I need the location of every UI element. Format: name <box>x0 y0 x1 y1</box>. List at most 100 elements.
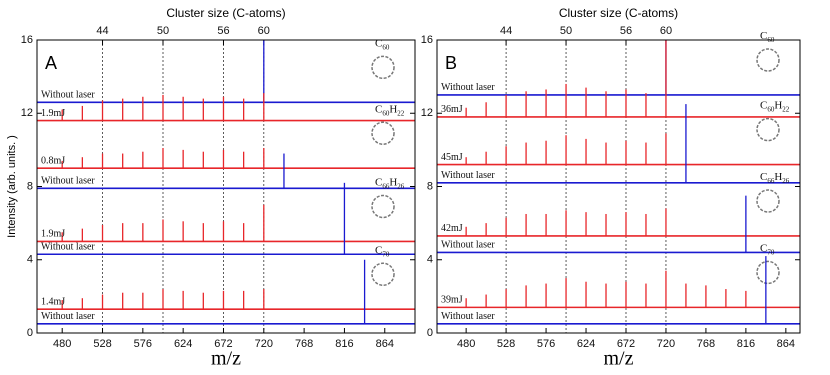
trace <box>37 182 415 256</box>
formula-sub: 70 <box>767 248 775 256</box>
trace <box>37 93 415 122</box>
plot-frame <box>436 39 801 334</box>
top-axis-title: Cluster size (C-atoms) <box>166 6 285 20</box>
top-tick-label: 60 <box>660 25 672 37</box>
trace-label: 42mJ <box>441 223 463 234</box>
formula-sub: 22 <box>782 105 790 113</box>
x-tick-label: 480 <box>53 338 71 350</box>
x-tick-label: 864 <box>777 338 795 350</box>
trace-label: Without laser <box>441 240 495 251</box>
trace-label: 39mJ <box>441 295 463 306</box>
top-tick-label: 44 <box>96 25 108 37</box>
formula-atom: H <box>389 176 397 188</box>
formula-atom: C <box>375 244 382 256</box>
y-tick-label: 12 <box>21 107 33 119</box>
trace-label: Without laser <box>441 170 495 181</box>
x-axis-label: m/z <box>211 348 241 370</box>
formula-sub: 60 <box>382 43 390 51</box>
molecule-icon <box>371 262 395 287</box>
panel-letter: B <box>445 53 457 73</box>
trace <box>437 195 800 254</box>
formula: C70 <box>375 244 390 258</box>
x-tick-label: 624 <box>577 338 595 350</box>
trace-label: 1.9mJ <box>41 108 65 119</box>
top-tick-label: 44 <box>500 25 512 37</box>
formula: C66H26 <box>375 176 405 190</box>
x-tick-label: 864 <box>376 338 394 350</box>
formula-atom: C <box>760 30 767 42</box>
x-tick-label: 624 <box>174 338 192 350</box>
x-tick-label: 528 <box>93 338 111 350</box>
x-tick-label: 816 <box>737 338 755 350</box>
y-tick-label: 16 <box>21 34 33 46</box>
formula: C60 <box>375 37 390 51</box>
trace-label: Without laser <box>41 90 95 101</box>
formula-sub: 26 <box>397 182 405 190</box>
formula: C70 <box>760 242 775 256</box>
x-axis-label: m/z <box>604 348 634 370</box>
y-tick-label: 0 <box>427 327 433 339</box>
molecule-icon <box>756 260 780 285</box>
trace-label: Without laser <box>41 311 95 322</box>
formula-atom: C <box>760 99 767 111</box>
trace <box>37 289 415 310</box>
formula-sub: 26 <box>782 177 790 185</box>
trace-label: 0.8mJ <box>41 155 65 166</box>
y-tick-label: 8 <box>27 180 33 192</box>
x-tick-label: 816 <box>335 338 353 350</box>
trace <box>37 148 415 169</box>
top-tick-label: 56 <box>620 25 632 37</box>
formula-atom: C <box>375 103 382 115</box>
formula: C60 <box>760 30 775 44</box>
trace <box>437 270 800 309</box>
x-tick-label: 480 <box>457 338 475 350</box>
y-tick-label: 12 <box>421 107 433 119</box>
trace <box>437 256 800 325</box>
trace-label: Without laser <box>41 242 95 253</box>
trace-label: Without laser <box>41 176 95 187</box>
y-tick-label: 4 <box>427 254 433 266</box>
top-axis-title: Cluster size (C-atoms) <box>559 6 678 20</box>
formula: C66H26 <box>760 171 790 185</box>
trace <box>37 259 415 325</box>
trace <box>437 133 800 166</box>
formula-sub: 66 <box>767 177 775 185</box>
y-tick-label: 8 <box>427 180 433 192</box>
top-tick-label: 50 <box>157 25 169 37</box>
x-tick-label: 576 <box>134 338 152 350</box>
formula-atom: C <box>375 176 382 188</box>
formula-atom: H <box>389 103 397 115</box>
y-axis-label: Intensity (arb. units. ) <box>6 135 18 238</box>
trace-label: 1.4mJ <box>41 296 65 307</box>
formula-atom: H <box>774 171 782 183</box>
molecule-icon <box>756 48 780 72</box>
formula-sub: 60 <box>382 109 390 117</box>
x-tick-label: 528 <box>497 338 515 350</box>
trace <box>37 204 415 243</box>
formula-atom: C <box>760 242 767 254</box>
trace-label: Without laser <box>441 311 495 322</box>
molecule-icon <box>756 117 780 142</box>
trace <box>437 208 800 237</box>
trace-label: 45mJ <box>441 152 463 163</box>
formula: C60H22 <box>760 99 790 113</box>
molecule-icon <box>371 121 395 145</box>
x-tick-label: 768 <box>295 338 313 350</box>
trace-label: 36mJ <box>441 104 463 115</box>
trace <box>37 40 415 104</box>
trace-label: Without laser <box>441 82 495 93</box>
x-tick-label: 576 <box>537 338 555 350</box>
x-tick-label: 672 <box>617 338 635 350</box>
trace <box>437 104 800 184</box>
top-tick-label: 56 <box>217 25 229 37</box>
x-tick-label: 672 <box>214 338 232 350</box>
formula-sub: 66 <box>382 182 390 190</box>
trace-label: 1.9mJ <box>41 229 65 240</box>
y-tick-label: 4 <box>27 254 33 266</box>
x-tick-label: 768 <box>697 338 715 350</box>
trace <box>37 153 415 190</box>
y-tick-label: 16 <box>421 34 433 46</box>
molecule-icon <box>756 189 780 213</box>
formula-atom: C <box>760 171 767 183</box>
